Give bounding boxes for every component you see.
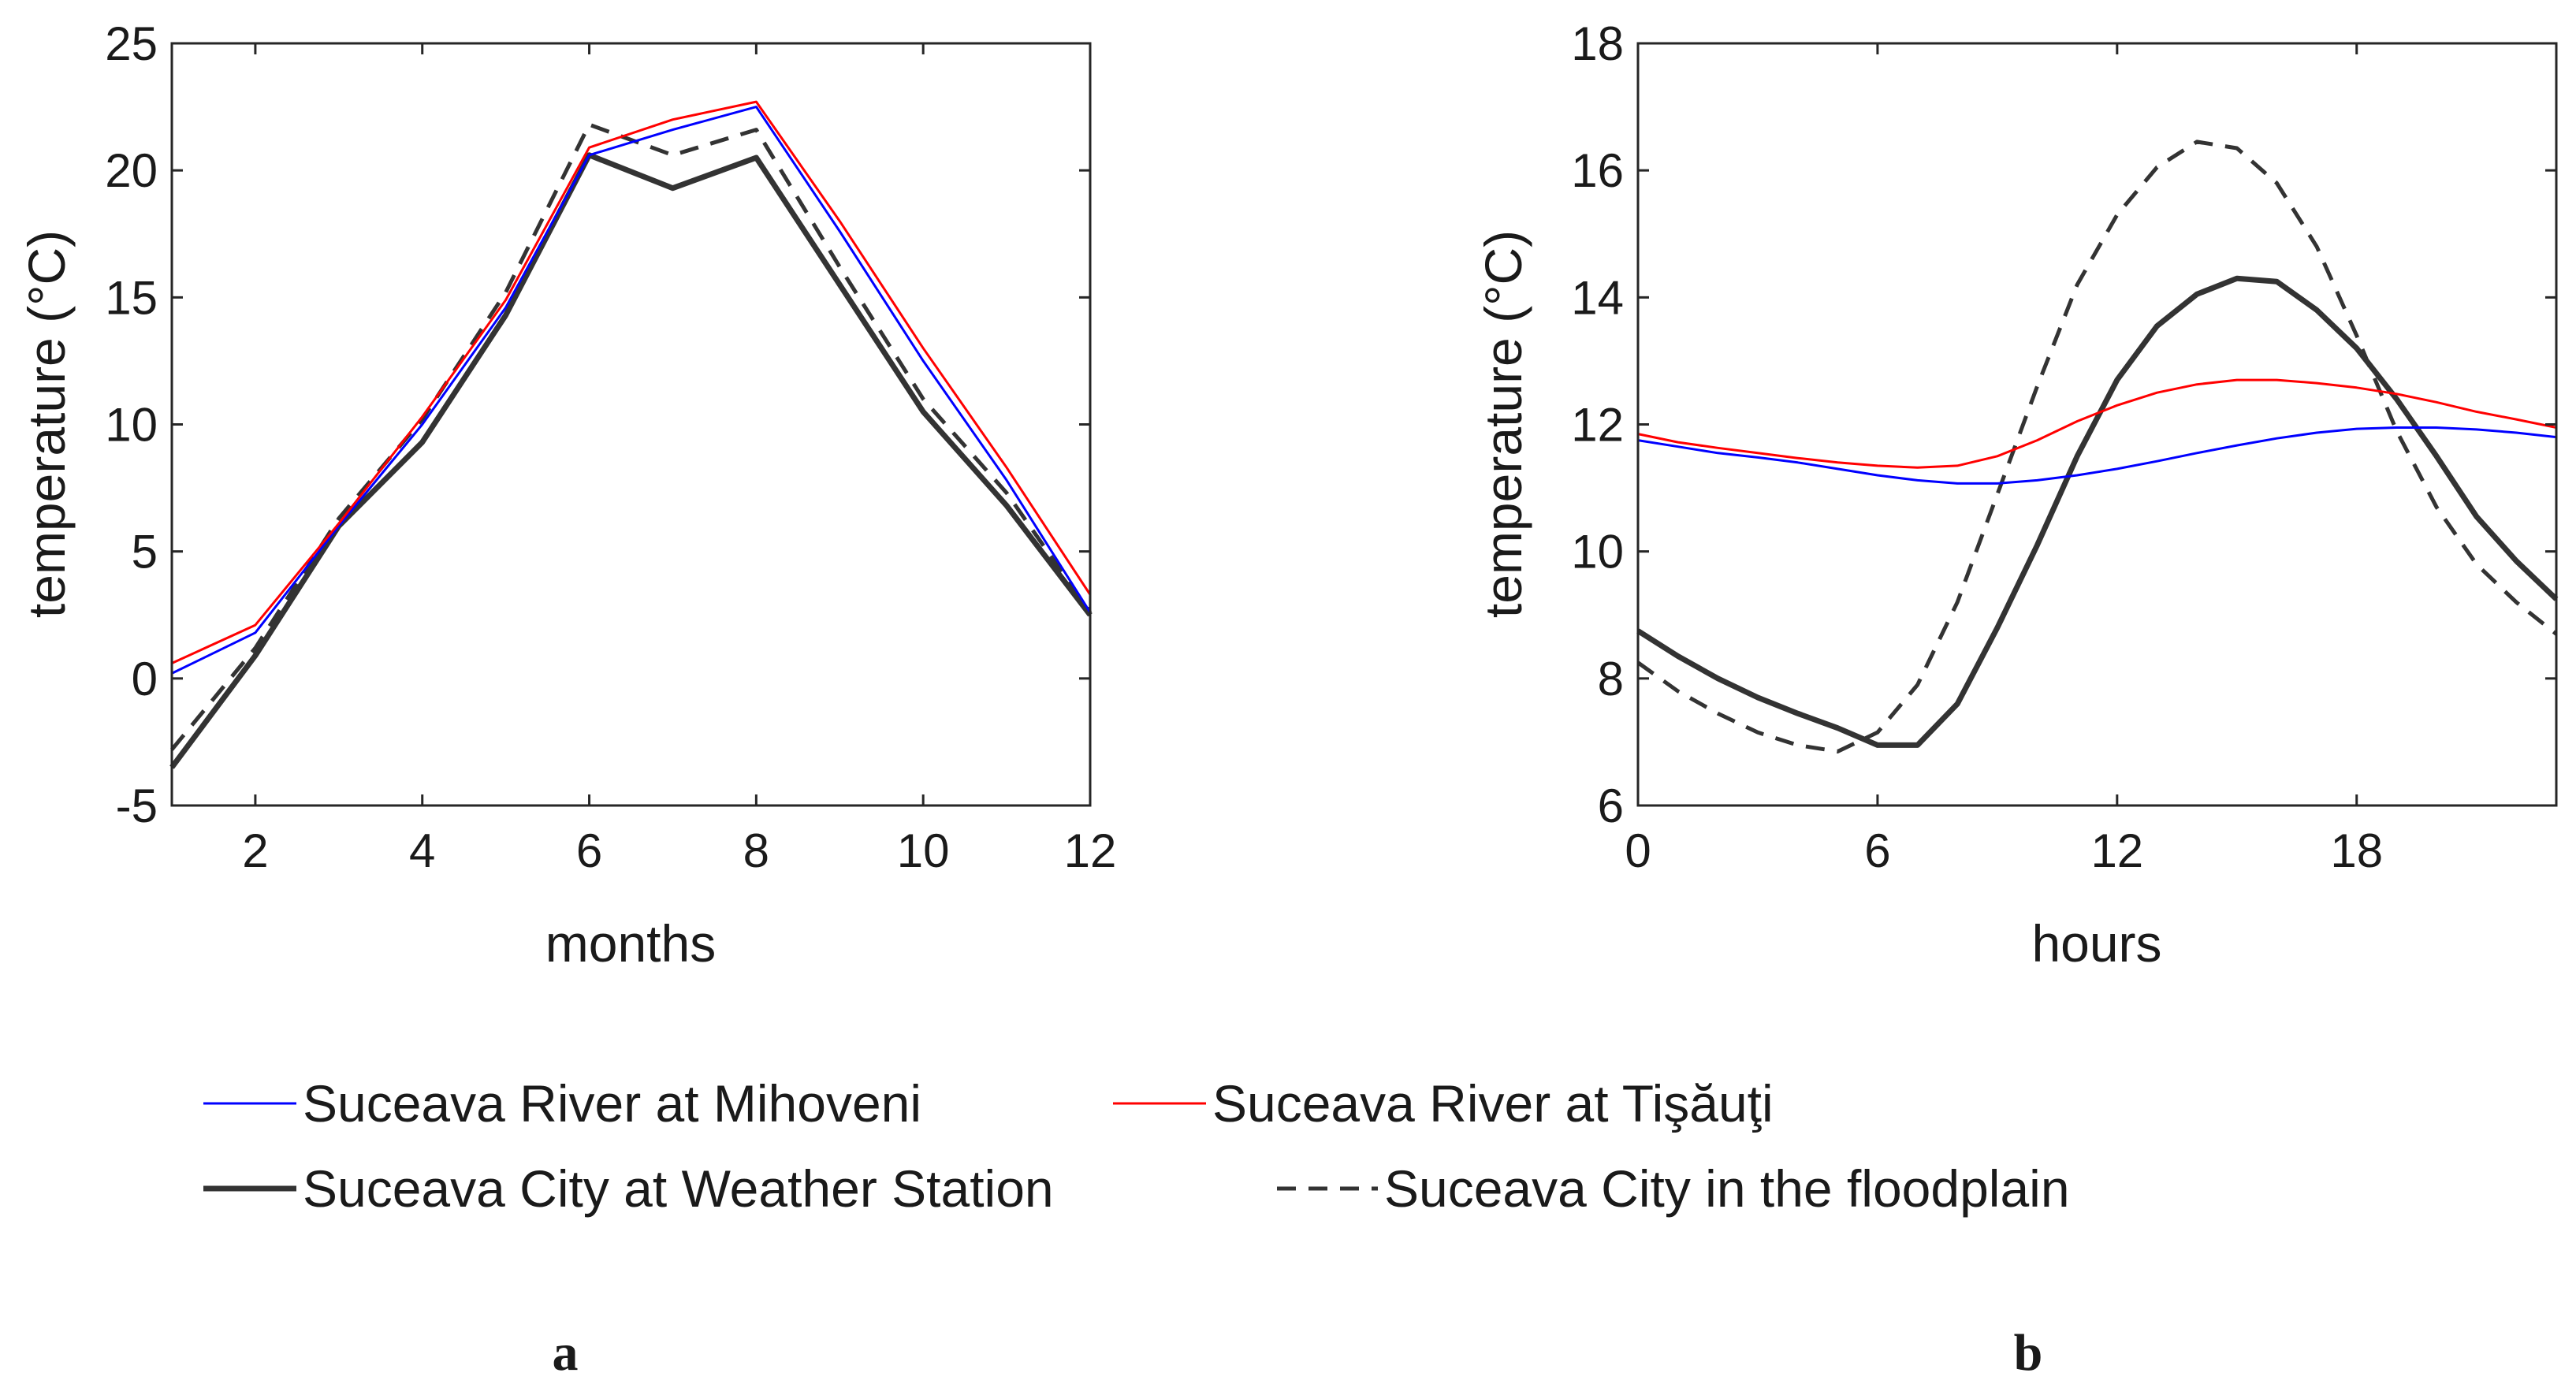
panel-a-plot-frame [170,42,1092,807]
y-tick-label: 25 [105,17,158,70]
x-tick-label: 18 [2330,824,2383,877]
y-tick-label: 20 [105,144,158,197]
legend-label-floodplain: Suceava City in the floodplain [1384,1159,2070,1218]
series-line-floodplain-panel-b [1636,140,2558,753]
panel-b-label: b [2014,1324,2043,1382]
x-tick-label: 4 [409,824,435,877]
series-line-weather-station-panel-a [169,152,1093,769]
series-line-mihoveni-panel-a [171,106,1092,675]
y-tick-label: 12 [1571,399,1624,452]
series-line-tisauti-panel-a [171,100,1092,664]
y-tick-label: 18 [1571,17,1624,70]
panel-a-y-axis-label: temperature (°C) [17,230,76,618]
legend-label-tisauti: Suceava River at Tişăuţi [1212,1074,1774,1133]
x-tick-label: 12 [2090,824,2143,877]
y-tick-label: 14 [1571,271,1624,324]
chart-panel-a: 2 4 6 8 10 12 -5 0 5 10 15 20 25 months temperature … [17,17,1116,1382]
panel-a-label: a [553,1324,579,1382]
x-tick-label: 6 [1864,824,1890,877]
y-tick-label: 0 [132,653,158,705]
series-line-weather-station-panel-b [1636,275,2559,748]
x-tick-label: 0 [1625,824,1651,877]
y-tick-label: 6 [1598,779,1624,832]
series-line-mihoveni-panel-b [1637,426,2557,485]
x-tick-label: 10 [897,824,950,877]
y-tick-label: 10 [105,399,158,452]
y-tick-label: 16 [1571,144,1624,197]
panel-b-series [1636,140,2559,753]
panel-b-plot-frame [1636,42,2558,807]
x-tick-label: 2 [242,824,268,877]
y-tick-label: 10 [1571,526,1624,579]
series-line-floodplain-panel-a [170,122,1093,751]
y-tick-label: 5 [132,526,158,579]
panel-a-series [169,100,1093,769]
y-tick-label: -5 [116,779,158,832]
panel-a-x-axis-label: months [545,914,716,973]
series-line-tisauti-panel-b [1637,378,2557,469]
y-tick-label: 15 [105,271,158,324]
x-tick-label: 12 [1064,824,1117,877]
x-tick-label: 6 [576,824,602,877]
x-tick-label: 8 [743,824,769,877]
panel-b-x-axis-label: hours [2031,914,2161,973]
legend-label-mihoveni: Suceava River at Mihoveni [303,1074,921,1133]
panel-b-y-axis-label: temperature (°C) [1474,230,1532,618]
panel-a-ticks: 2 4 6 8 10 12 -5 0 5 10 15 20 25 [105,17,1116,877]
y-tick-label: 8 [1598,653,1624,705]
legend: Suceava River at Mihoveni Suceava River … [203,1074,2070,1218]
legend-label-weather-station: Suceava City at Weather Station [303,1159,1054,1218]
